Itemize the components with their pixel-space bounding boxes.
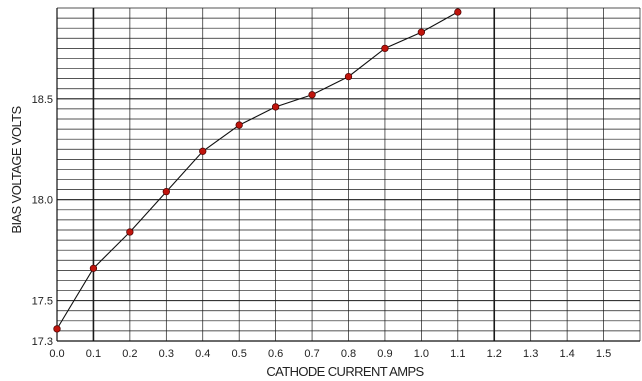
data-point	[308, 91, 316, 99]
x-tick-label: 0.5	[232, 348, 247, 360]
data-point	[271, 103, 280, 111]
grid	[56, 7, 641, 342]
x-tick-label: 1.3	[523, 348, 538, 360]
x-tick-label: 1.5	[596, 348, 611, 360]
series-markers	[53, 8, 462, 333]
y-tick-label: 17.3	[32, 336, 53, 348]
x-tick-label: 0.2	[122, 348, 137, 360]
data-point	[454, 8, 462, 16]
data-point	[235, 121, 243, 129]
series-line	[56, 11, 459, 330]
x-tick-label: 0.6	[268, 348, 283, 360]
x-tick-label: 1.4	[559, 348, 574, 360]
x-tick-label: 0.4	[195, 348, 210, 360]
data-point	[126, 228, 134, 236]
x-tick-label: 1.1	[450, 348, 465, 360]
data-point	[381, 44, 389, 53]
y-axis-label: BIAS VOLTAGE VOLTS	[9, 105, 24, 233]
x-tick-label: 0.1	[86, 348, 101, 360]
data-point	[344, 72, 353, 81]
y-tick-label: 17.5	[32, 296, 53, 308]
x-tick-label: 0.0	[49, 348, 64, 360]
x-tick-label: 0.9	[377, 348, 392, 360]
data-point	[199, 147, 207, 155]
tick-labels: 0.0 0.1 0.2 0.3 0.4 0.5 0.6 0.7 0.8 0.9 1.0 1.1 1.2 1…	[32, 94, 612, 360]
x-axis-label: CATHODE CURRENT AMPS	[266, 364, 424, 379]
data-point	[89, 264, 98, 272]
x-tick-label: 1.2	[487, 348, 502, 360]
x-tick-label: 0.8	[341, 348, 356, 360]
x-tick-label: 1.0	[414, 348, 429, 360]
x-tick-label: 0.3	[159, 348, 174, 360]
data-point	[162, 188, 170, 196]
data-point	[53, 325, 61, 333]
data-point	[417, 28, 426, 36]
y-tick-label: 18.5	[32, 94, 53, 106]
y-tick-label: 18.0	[32, 195, 53, 207]
x-tick-label: 0.7	[304, 348, 319, 360]
